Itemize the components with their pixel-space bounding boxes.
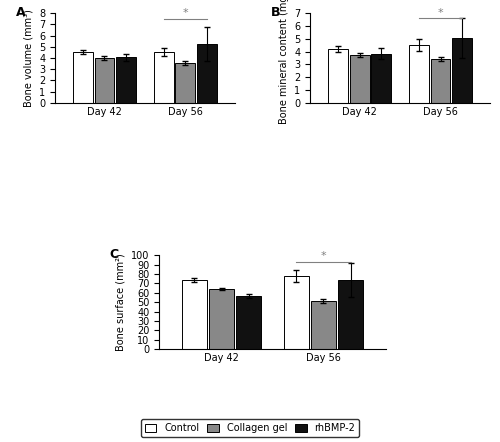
Y-axis label: Bone mineral content (mg): Bone mineral content (mg) (278, 0, 288, 124)
Y-axis label: Bone volume (mm³): Bone volume (mm³) (24, 9, 34, 107)
Text: C: C (110, 248, 119, 261)
Legend: Control, Collagen gel, rhBMP-2: Control, Collagen gel, rhBMP-2 (141, 419, 359, 437)
Bar (452, 38, 472, 103)
Bar (236, 296, 262, 349)
Bar (73, 52, 92, 103)
Text: A: A (16, 6, 25, 19)
Bar (350, 55, 370, 103)
Bar (284, 276, 308, 349)
Bar (209, 289, 234, 349)
Text: *: * (438, 8, 444, 18)
Bar (430, 59, 450, 103)
Text: *: * (320, 251, 326, 261)
Bar (182, 280, 206, 349)
Bar (409, 45, 429, 103)
Bar (328, 49, 348, 103)
Bar (372, 53, 391, 103)
Bar (176, 63, 195, 103)
Bar (116, 57, 136, 103)
Bar (311, 301, 336, 349)
Bar (197, 44, 217, 103)
Bar (94, 58, 114, 103)
Bar (154, 53, 174, 103)
Y-axis label: Bone surface (mm²): Bone surface (mm²) (116, 253, 126, 351)
Text: B: B (270, 6, 280, 19)
Text: *: * (182, 8, 188, 19)
Bar (338, 280, 363, 349)
